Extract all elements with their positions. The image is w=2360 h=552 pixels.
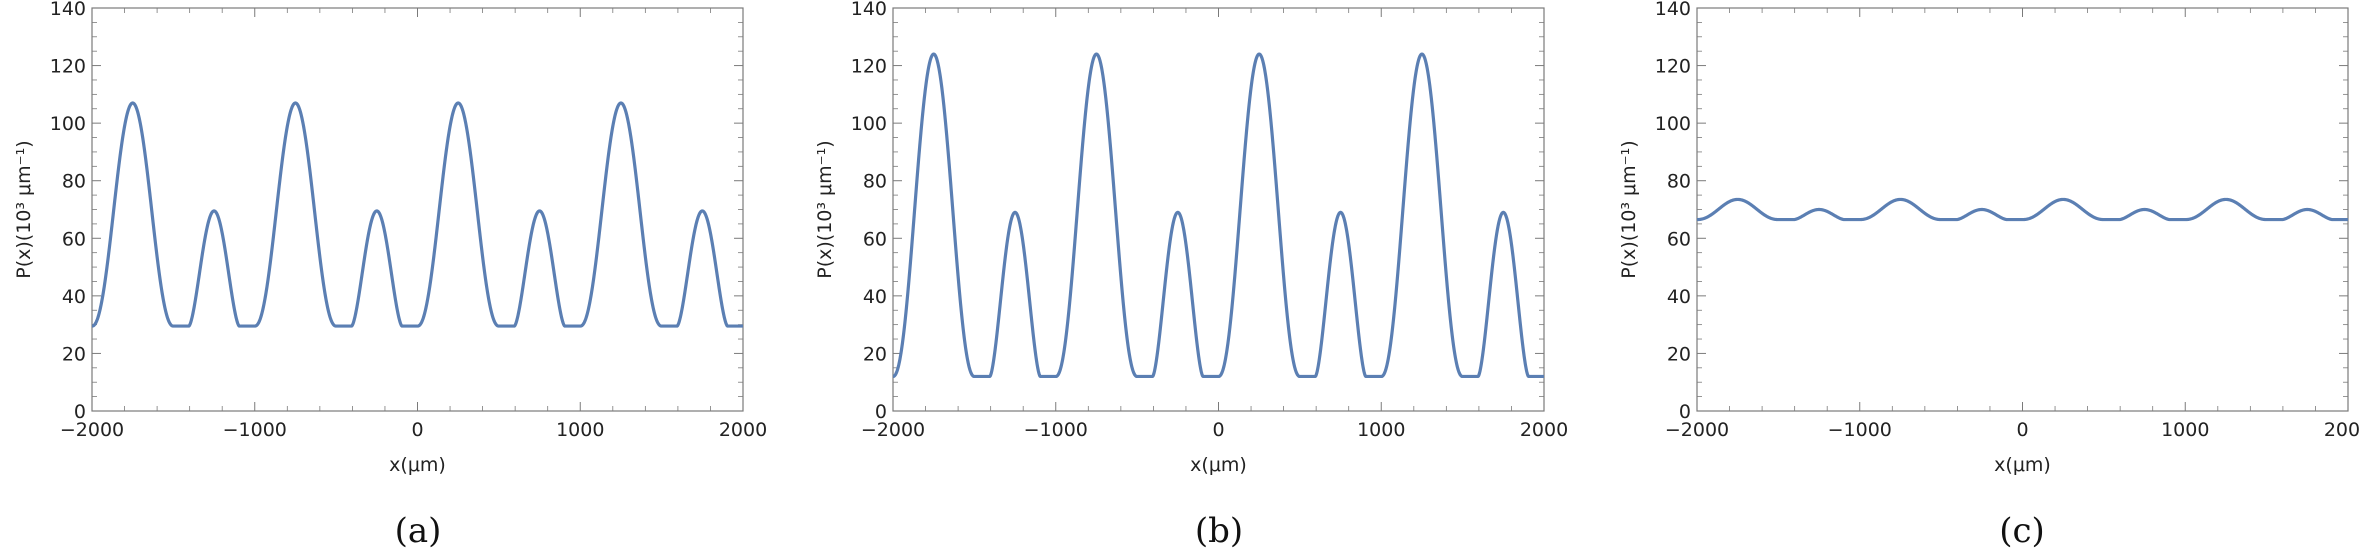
y-tick-label: 120 bbox=[50, 56, 86, 78]
chart-panel-3: 0 20 40 60 80 100 120 140 −2000 −1000 0 1000 2000 x(μ… bbox=[1618, 0, 2360, 551]
y-tick-label: 0 bbox=[1679, 401, 1691, 423]
y-axis-label: P(x)(10³ μm⁻¹) bbox=[1618, 140, 1640, 278]
y-axis-label: P(x)(10³ μm⁻¹) bbox=[814, 140, 836, 278]
y-tick-label: 40 bbox=[62, 286, 86, 308]
x-axis-label: x(μm) bbox=[1994, 454, 2051, 476]
x-axis-label: x(μm) bbox=[1190, 454, 1247, 476]
plot-frame bbox=[892, 7, 1545, 412]
x-tick-label: 0 bbox=[411, 419, 423, 441]
x-tick-label: −2000 bbox=[861, 419, 925, 441]
y-tick-label: 20 bbox=[1667, 343, 1691, 365]
y-tick-label: 80 bbox=[863, 171, 887, 193]
x-axis-label: x(μm) bbox=[389, 454, 446, 476]
plot-frame bbox=[1696, 7, 2349, 412]
chart-panel-1: 0 20 40 60 80 100 120 140 −2000 −1000 0 1000 2000 x(μ… bbox=[13, 0, 767, 551]
x-tick-label: −1000 bbox=[1024, 419, 1088, 441]
x-tick-label: 1000 bbox=[1357, 419, 1405, 441]
y-tick-label: 100 bbox=[50, 113, 86, 135]
y-tick-label: 60 bbox=[863, 228, 887, 250]
y-tick-label: 60 bbox=[1667, 228, 1691, 250]
panel-caption: (b) bbox=[1195, 511, 1243, 551]
x-tick-label: −1000 bbox=[1828, 419, 1892, 441]
x-tick-label: −2000 bbox=[1665, 419, 1729, 441]
y-tick-label: 120 bbox=[1655, 56, 1691, 78]
y-tick-label: 140 bbox=[851, 0, 887, 20]
y-tick-label: 100 bbox=[1655, 113, 1691, 135]
y-tick-label: 80 bbox=[1667, 171, 1691, 193]
panel-caption: (a) bbox=[395, 511, 442, 551]
x-tick-label: 1000 bbox=[2161, 419, 2209, 441]
series-line bbox=[891, 52, 1546, 379]
x-tick-label: 2000 bbox=[2324, 419, 2360, 441]
y-tick-label: 40 bbox=[863, 286, 887, 308]
y-axis-label: P(x)(10³ μm⁻¹) bbox=[13, 140, 35, 278]
y-tick-label: 140 bbox=[50, 0, 86, 20]
y-tick-label: 0 bbox=[74, 401, 86, 423]
series-line bbox=[1695, 197, 2350, 222]
x-tick-label: 0 bbox=[1212, 419, 1224, 441]
panel-caption: (c) bbox=[1999, 511, 2045, 551]
series-line bbox=[90, 101, 745, 328]
x-tick-label: −1000 bbox=[223, 419, 287, 441]
y-tick-label: 120 bbox=[851, 56, 887, 78]
x-tick-label: 1000 bbox=[556, 419, 604, 441]
y-tick-label: 0 bbox=[875, 401, 887, 423]
y-tick-label: 140 bbox=[1655, 0, 1691, 20]
x-tick-label: −2000 bbox=[60, 419, 124, 441]
y-tick-label: 20 bbox=[62, 343, 86, 365]
x-tick-label: 0 bbox=[2016, 419, 2028, 441]
y-tick-label: 100 bbox=[851, 113, 887, 135]
x-tick-label: 2000 bbox=[719, 419, 767, 441]
chart-panel-2: 0 20 40 60 80 100 120 140 −2000 −1000 0 1000 2000 x(μ… bbox=[814, 0, 1568, 551]
y-tick-label: 20 bbox=[863, 343, 887, 365]
y-tick-label: 80 bbox=[62, 171, 86, 193]
y-tick-label: 40 bbox=[1667, 286, 1691, 308]
x-tick-label: 2000 bbox=[1520, 419, 1568, 441]
y-tick-label: 60 bbox=[62, 228, 86, 250]
plot-frame bbox=[91, 7, 744, 412]
